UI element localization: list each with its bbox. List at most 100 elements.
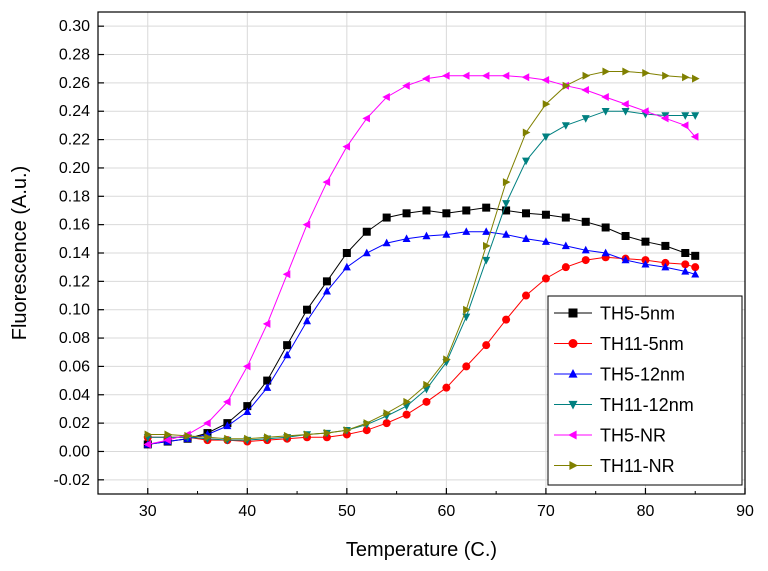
- data-point: [223, 421, 232, 430]
- data-point: [402, 234, 411, 243]
- legend-entry: TH11-12nm: [554, 395, 694, 415]
- data-point: [223, 397, 231, 406]
- x-tick-label: 30: [139, 503, 157, 520]
- data-point: [443, 355, 451, 364]
- data-point: [144, 430, 153, 439]
- data-point: [581, 245, 590, 254]
- data-point: [521, 73, 530, 82]
- data-point: [660, 114, 669, 123]
- data-point: [402, 410, 411, 419]
- data-point: [601, 93, 609, 102]
- data-point: [562, 81, 571, 90]
- data-point: [283, 350, 292, 359]
- data-point: [184, 431, 192, 440]
- data-point: [363, 419, 372, 428]
- y-tick-label: 0.16: [59, 217, 90, 234]
- data-point: [502, 206, 511, 215]
- x-tick-label: 90: [736, 503, 754, 520]
- data-point: [522, 234, 531, 243]
- data-point: [203, 419, 211, 428]
- axis-ticks: 30 40 50 60 70 80 90 -0.02 0.00 0.02 0.04 0.06 0.08 0…: [54, 18, 754, 520]
- data-point: [621, 100, 629, 109]
- data-point: [342, 262, 351, 271]
- data-point: [522, 291, 531, 300]
- data-point: [622, 67, 630, 76]
- data-point: [462, 362, 471, 371]
- y-tick-label: 0.06: [59, 358, 90, 375]
- data-point: [382, 93, 390, 102]
- data-point: [680, 121, 689, 130]
- data-point: [502, 178, 511, 187]
- data-point: [442, 383, 451, 392]
- data-point: [681, 112, 690, 120]
- data-point: [581, 115, 590, 123]
- legend-label: TH11-5nm: [600, 334, 684, 354]
- data-point: [264, 433, 272, 442]
- data-point: [262, 319, 271, 328]
- data-point: [383, 409, 392, 418]
- data-point: [283, 341, 292, 350]
- data-point: [143, 440, 151, 449]
- y-tick-label: 0.00: [59, 443, 90, 460]
- data-point: [204, 433, 212, 442]
- data-point: [601, 223, 610, 232]
- data-point: [522, 128, 531, 137]
- data-point: [502, 200, 511, 208]
- data-point: [561, 263, 570, 272]
- data-point: [502, 230, 511, 238]
- data-point: [382, 419, 391, 428]
- data-point: [462, 227, 471, 235]
- data-point: [690, 132, 699, 141]
- series-TH11-NR: [144, 67, 700, 443]
- data-point: [263, 383, 272, 391]
- data-point: [642, 68, 650, 77]
- data-point: [641, 259, 650, 268]
- data-point: [641, 107, 649, 116]
- legend-label: TH11-12nm: [600, 395, 694, 415]
- legend-entry: TH11-5nm: [554, 334, 684, 354]
- y-tick-label: 0.12: [59, 273, 90, 290]
- data-point: [681, 267, 690, 275]
- data-point: [303, 430, 312, 439]
- data-point: [681, 260, 690, 269]
- series-layer: [143, 67, 700, 449]
- data-point: [482, 256, 491, 265]
- y-axis-title: Fluorescence (A.u.): [9, 166, 31, 341]
- data-point: [362, 227, 371, 236]
- data-point: [661, 262, 670, 271]
- legend-marker: [568, 308, 578, 318]
- data-point: [482, 203, 491, 212]
- data-point: [362, 248, 371, 257]
- data-point: [362, 426, 371, 435]
- data-point: [541, 210, 550, 219]
- data-point: [422, 206, 431, 215]
- data-point: [343, 426, 352, 435]
- data-point: [542, 100, 551, 109]
- y-tick-label: 0.02: [59, 415, 90, 432]
- legend-label: TH11-NR: [600, 456, 675, 476]
- data-point: [322, 178, 331, 187]
- y-tick-label: 0.22: [59, 132, 90, 149]
- legend-marker: [568, 400, 578, 410]
- legend-entry: TH5-5nm: [554, 304, 675, 324]
- data-point: [164, 430, 173, 439]
- data-point: [442, 209, 451, 218]
- data-point: [561, 213, 570, 222]
- legend-label: TH5-NR: [600, 426, 666, 446]
- data-point: [691, 263, 700, 272]
- x-tick-label: 80: [637, 503, 655, 520]
- y-tick-label: 0.14: [59, 245, 90, 262]
- data-point: [402, 209, 411, 218]
- legend-label: TH5-5nm: [600, 304, 675, 324]
- data-point: [602, 67, 611, 76]
- data-point: [541, 237, 550, 245]
- data-point: [581, 256, 590, 265]
- legend-entry: TH5-12nm: [554, 365, 685, 385]
- x-tick-label: 60: [437, 503, 455, 520]
- data-point: [541, 274, 550, 283]
- data-point: [242, 362, 251, 371]
- data-point: [422, 74, 430, 83]
- y-tick-label: 0.10: [59, 302, 90, 319]
- data-point: [641, 237, 650, 246]
